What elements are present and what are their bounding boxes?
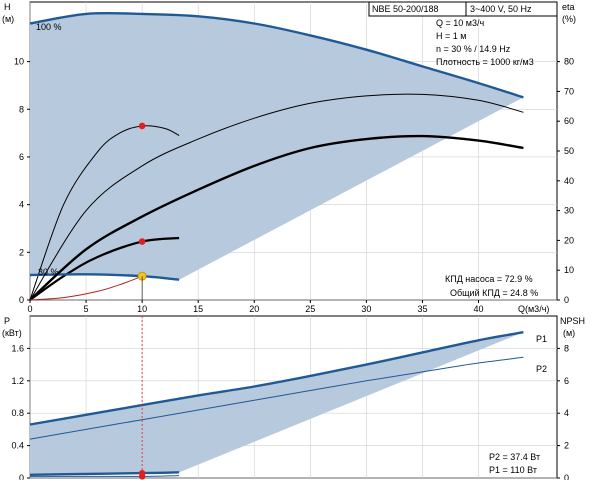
top-curves xyxy=(29,11,524,301)
bottom-curves xyxy=(29,331,524,477)
power-curve-power-low xyxy=(29,471,180,476)
head-efficiency-panel: 0 2 4 6 8 10 0 10 20 30 40 50 60 70 80 0 5 10 15 20 25 30 35 40… xyxy=(2,1,576,314)
y-tick-label: 8 xyxy=(19,104,24,114)
y-tick-label: 0 xyxy=(19,295,24,305)
bottom-y-unit: (кВт) xyxy=(2,328,22,338)
curve-head xyxy=(29,236,180,301)
y2-tick-label: 10 xyxy=(564,265,574,275)
x-tick-label: 20 xyxy=(249,304,259,314)
bottom-y-title: P xyxy=(4,316,10,326)
npsh-tick-label: 0 xyxy=(564,473,569,480)
top-ticks: 0 2 4 6 8 10 0 10 20 30 40 50 60 70 80 0 5 10 15 20 25 30 35 40 xyxy=(14,57,574,314)
y2-tick-label: 50 xyxy=(564,146,574,156)
y2-tick-label: 60 xyxy=(564,116,574,126)
x-tick-label: 35 xyxy=(417,304,427,314)
info-speed: n = 30 % / 14.9 Hz xyxy=(436,44,511,54)
pump-efficiency-value: КПД насоса = 72.9 % xyxy=(445,274,533,284)
curve-efficiency xyxy=(29,93,524,301)
bottom-points xyxy=(138,316,146,480)
curve-head xyxy=(29,125,180,301)
top-y-title: H xyxy=(4,2,11,12)
info-density: Плотность = 1000 кг/м3 xyxy=(436,57,534,67)
x-tick-label: 0 xyxy=(27,304,32,314)
x-tick-label: 5 xyxy=(84,304,89,314)
curve-system xyxy=(29,275,143,301)
y-tick-label: 10 xyxy=(14,57,24,67)
power-region xyxy=(30,332,524,475)
power-supply: 3~400 V, 50 Hz xyxy=(470,4,532,14)
y-tick-label: 6 xyxy=(19,152,24,162)
y2-tick-label: 20 xyxy=(564,235,574,245)
y2-tick-label: 0 xyxy=(564,295,569,305)
info-flow: Q = 10 м3/ч xyxy=(436,18,484,28)
npsh-tick-label: 8 xyxy=(564,343,569,353)
y-tick-label: 4 xyxy=(19,200,24,210)
bottom-y2-title: NPSH xyxy=(560,316,585,326)
y2-tick-label: 40 xyxy=(564,176,574,186)
point-duty xyxy=(138,238,146,245)
p-tick-label: 0 xyxy=(19,473,24,480)
info-head: H = 1 м xyxy=(436,31,466,41)
curve-efficiency xyxy=(29,134,524,301)
x-tick-label: 15 xyxy=(193,304,203,314)
top-y-unit: (м) xyxy=(2,14,14,24)
pump-model: NBE 50-200/188 xyxy=(372,4,439,14)
power-curve-P2 xyxy=(29,356,524,440)
top-y2-title: eta xyxy=(562,2,575,12)
p2-value: P2 = 37.4 Вт xyxy=(489,452,540,462)
y-tick-label: 2 xyxy=(19,247,24,257)
x-tick-label: 25 xyxy=(305,304,315,314)
header-box xyxy=(368,1,558,17)
y2-tick-label: 30 xyxy=(564,206,574,216)
npsh-tick-label: 6 xyxy=(564,376,569,386)
overall-efficiency-value: Общий КПД = 24.8 % xyxy=(450,288,538,298)
label-30-percent: 30 % xyxy=(38,267,59,277)
point-duty xyxy=(138,122,146,130)
operating-region xyxy=(30,13,524,280)
top-x-label: Q(м3/ч) xyxy=(518,304,549,314)
npsh-tick-label: 4 xyxy=(564,408,569,418)
p1-value: P1 = 110 Вт xyxy=(489,465,537,475)
p-tick-label: 1.6 xyxy=(11,343,24,353)
curve-head xyxy=(29,273,180,281)
x-tick-label: 40 xyxy=(474,304,484,314)
power-curve-P1 xyxy=(29,331,524,426)
power-npsh-panel: 0 0.4 0.8 1.2 1.6 0 2 4 6 8 P (кВт) NPSH (м) P1 P… xyxy=(2,315,585,480)
y2-tick-label: 80 xyxy=(564,57,574,67)
p-tick-label: 0.4 xyxy=(11,441,24,451)
x-tick-label: 30 xyxy=(361,304,371,314)
top-points xyxy=(137,122,147,300)
p2-curve-label: P2 xyxy=(536,364,547,374)
top-y2-unit: (%) xyxy=(562,14,576,24)
p-tick-label: 1.2 xyxy=(11,376,24,386)
npsh-tick-label: 2 xyxy=(564,441,569,451)
p1-curve-label: P1 xyxy=(536,334,547,344)
power-curve-power-low xyxy=(29,475,180,477)
curve-head xyxy=(29,11,524,99)
bottom-ticks: 0 0.4 0.8 1.2 1.6 0 2 4 6 8 xyxy=(11,343,569,480)
p-tick-label: 0.8 xyxy=(11,408,24,418)
x-tick-label: 10 xyxy=(137,304,147,314)
bottom-y2-unit: (м) xyxy=(563,328,575,338)
label-100-percent: 100 % xyxy=(36,22,62,32)
y2-tick-label: 70 xyxy=(564,86,574,96)
